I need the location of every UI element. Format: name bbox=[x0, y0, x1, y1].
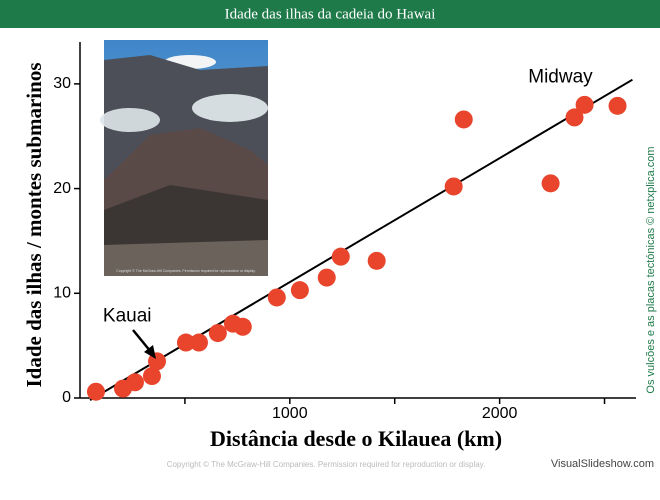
annotation: Midway bbox=[528, 67, 593, 88]
y-tick-label: 10 bbox=[53, 285, 71, 302]
title-bar bbox=[0, 0, 660, 28]
point bbox=[367, 251, 386, 270]
photo-caption: Copyright © The McGraw-Hill Companies. P… bbox=[116, 269, 255, 273]
point bbox=[565, 108, 584, 127]
point bbox=[125, 373, 144, 392]
point bbox=[86, 382, 105, 401]
point bbox=[317, 268, 336, 287]
slide-title: Idade das ilhas da cadeia do Hawai bbox=[225, 6, 436, 22]
point bbox=[444, 177, 463, 196]
side-note: Os vulcões e as placas tectónicas © netx… bbox=[645, 146, 657, 393]
y-tick-label: 20 bbox=[53, 180, 71, 197]
x-tick-label: 2000 bbox=[482, 405, 518, 422]
y-tick-label: 30 bbox=[53, 75, 71, 92]
photo: Copyright © The McGraw-Hill Companies. P… bbox=[100, 40, 268, 276]
kauai-arrow bbox=[132, 329, 152, 353]
annotation: Kauai bbox=[103, 305, 152, 326]
y-tick-label: 0 bbox=[62, 389, 71, 406]
y-axis-label: Idade das ilhas / montes submarinos bbox=[22, 63, 46, 388]
footer-copyright: Copyright © The McGraw-Hill Companies. P… bbox=[167, 460, 486, 469]
brand: VisualSlideshow.com bbox=[551, 458, 654, 470]
x-axis-label: Distância desde o Kilauea (km) bbox=[210, 426, 502, 451]
point bbox=[608, 96, 627, 115]
point bbox=[575, 95, 594, 114]
point bbox=[267, 288, 286, 307]
point bbox=[142, 367, 161, 386]
point bbox=[176, 333, 195, 352]
x-tick-label: 1000 bbox=[272, 405, 308, 422]
point bbox=[331, 247, 350, 266]
point bbox=[208, 324, 227, 343]
point bbox=[541, 174, 560, 193]
kauai-arrowhead bbox=[144, 345, 156, 359]
point bbox=[233, 317, 252, 336]
point bbox=[454, 110, 473, 129]
point bbox=[189, 333, 208, 352]
point bbox=[290, 281, 309, 300]
